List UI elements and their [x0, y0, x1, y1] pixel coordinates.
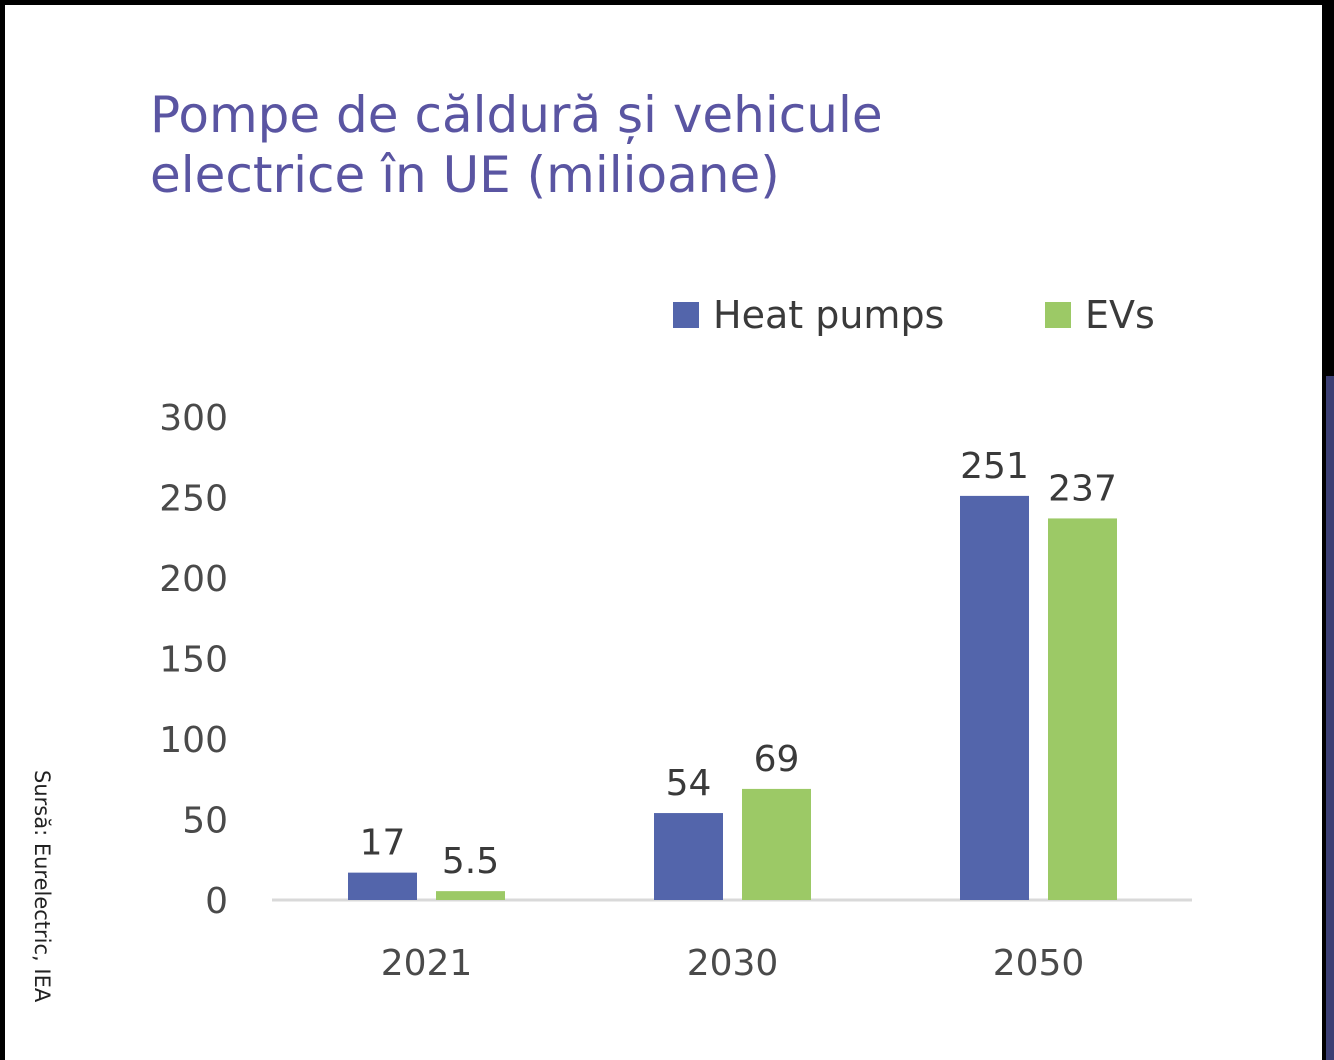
- bar-heat-pumps: [348, 872, 417, 900]
- x-tick-label: 2021: [381, 943, 473, 984]
- y-tick-label: 200: [159, 559, 228, 600]
- chart-title: Pompe de căldură și vehicule electrice î…: [150, 85, 883, 205]
- y-tick-label: 100: [159, 720, 228, 761]
- y-tick-label: 150: [159, 640, 228, 681]
- page-edge-strip: [1326, 376, 1334, 1060]
- x-tick-label: 2030: [687, 943, 779, 984]
- data-label: 251: [960, 446, 1029, 487]
- y-tick-label: 250: [159, 479, 228, 520]
- bar-heat-pumps: [654, 813, 723, 900]
- bar-evs: [436, 891, 505, 900]
- y-tick-label: 300: [159, 398, 228, 439]
- chart-title-line-2: electrice în UE (milioane): [150, 146, 780, 204]
- data-label: 237: [1048, 468, 1117, 509]
- data-label: 17: [360, 823, 406, 864]
- bar-evs: [1048, 518, 1117, 900]
- data-label: 5.5: [442, 841, 499, 882]
- x-tick-label: 2050: [993, 943, 1085, 984]
- bar-evs: [742, 788, 811, 900]
- y-tick-label: 50: [182, 801, 228, 842]
- legend-label: Heat pumps: [713, 293, 944, 337]
- data-label: 54: [666, 763, 712, 804]
- bar-heat-pumps: [960, 495, 1029, 900]
- chart-title-line-1: Pompe de căldură și vehicule: [150, 86, 883, 144]
- legend-swatch: [673, 302, 699, 328]
- legend-swatch: [1045, 302, 1071, 328]
- data-label: 69: [754, 739, 800, 780]
- legend-label: EVs: [1085, 293, 1155, 337]
- y-tick-label: 0: [205, 881, 228, 922]
